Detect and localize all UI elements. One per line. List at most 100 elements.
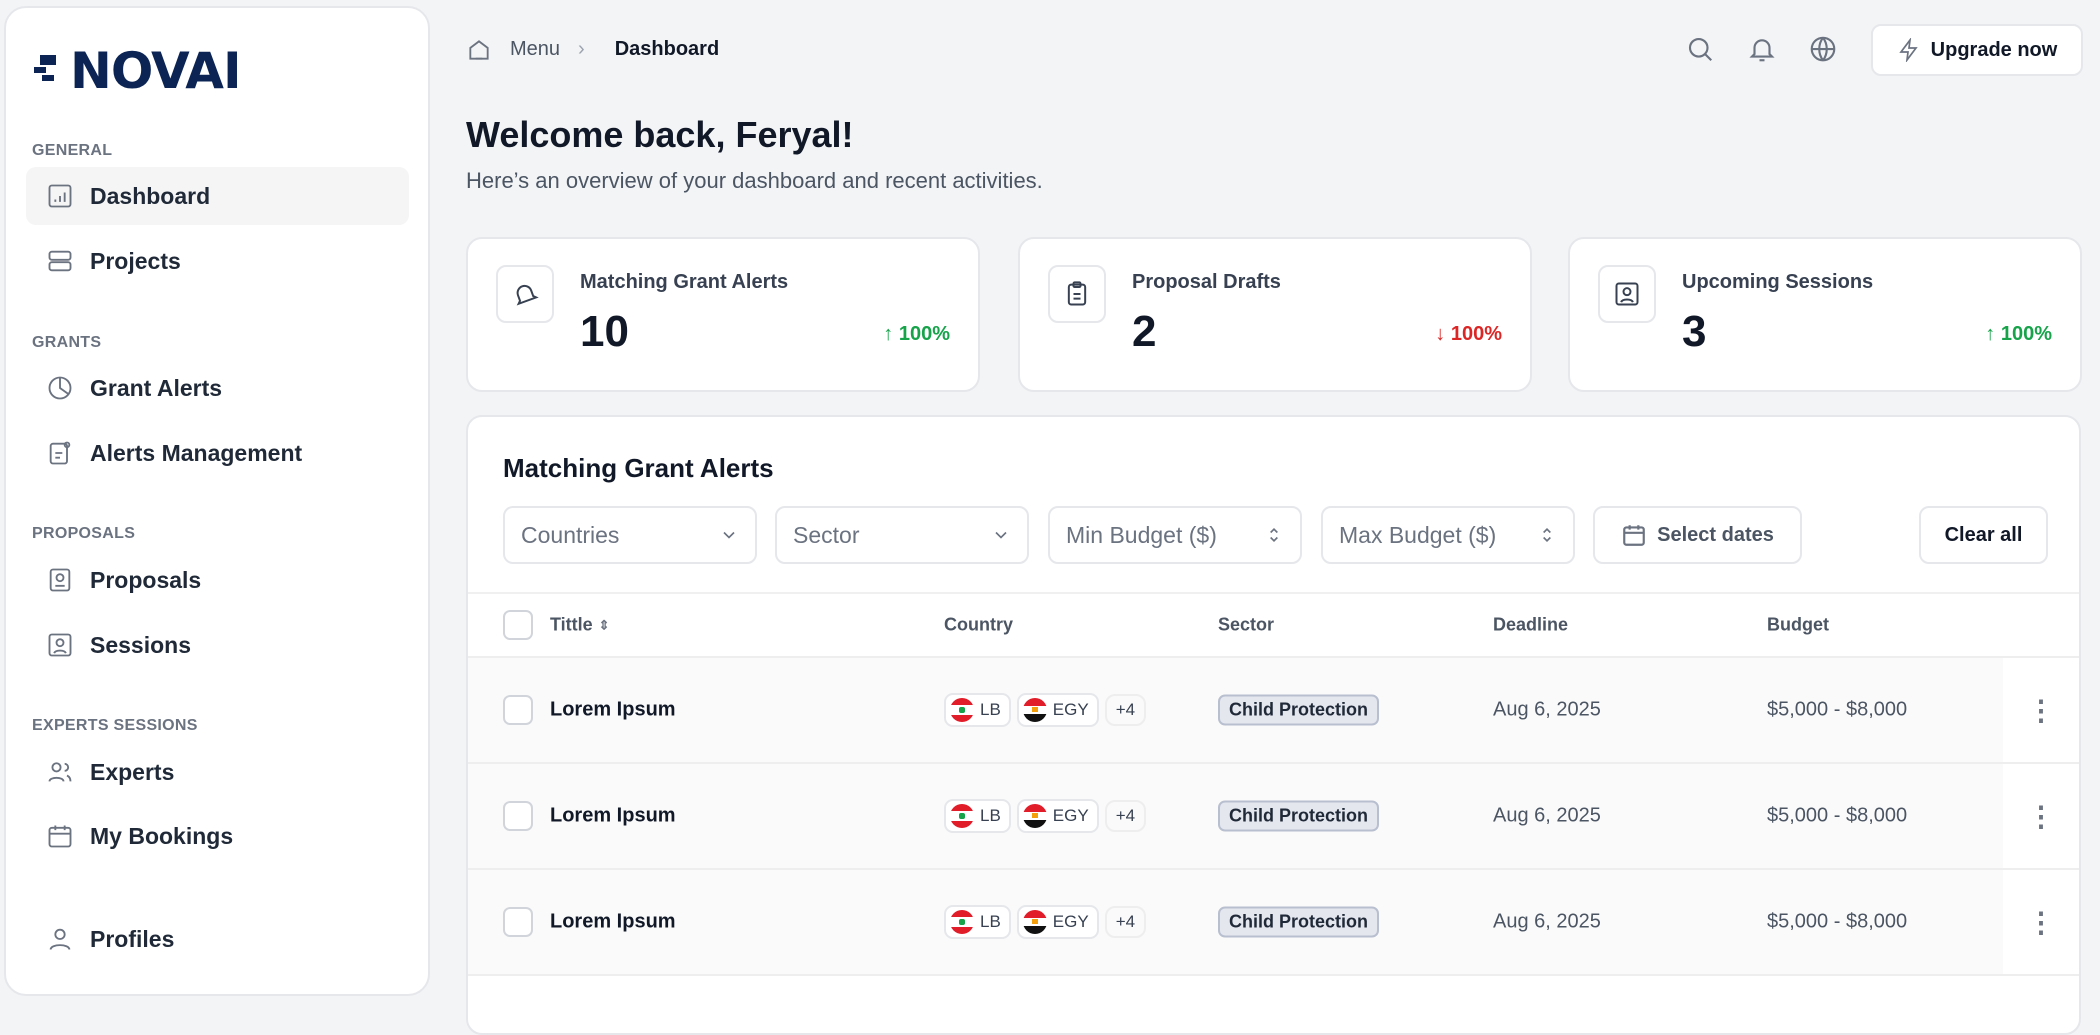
sector-tag: Child Protection: [1218, 694, 1379, 726]
table-row[interactable]: Lorem Ipsum LB EGY +4 Child Protection A…: [468, 658, 2079, 764]
egypt-flag-icon: [1022, 910, 1047, 934]
globe-icon[interactable]: [1808, 34, 1838, 64]
bar-chart-icon: [48, 184, 72, 208]
user-square-icon: [48, 633, 72, 657]
country-chip-egy: EGY: [1016, 693, 1099, 727]
search-icon[interactable]: [1685, 34, 1715, 64]
table-header: Tittle ⇕ Country Sector Deadline Budget: [468, 592, 2079, 658]
row-actions-kebab-icon[interactable]: ⋮: [2003, 658, 2079, 762]
sidebar-item-sessions[interactable]: Sessions: [26, 616, 409, 674]
novai-logo[interactable]: NOVAI: [34, 42, 242, 100]
row-deadline: Aug 6, 2025: [1493, 698, 1601, 721]
section-experts-sessions: EXPERTS SESSIONS: [32, 717, 198, 734]
upgrade-now-button[interactable]: Upgrade now: [1871, 24, 2083, 76]
section-grants: GRANTS: [32, 334, 102, 351]
lebanon-flag-icon: [950, 698, 974, 722]
section-proposals: PROPOSALS: [32, 525, 136, 542]
stat-card-proposal-drafts[interactable]: Proposal Drafts 2 ↓ 100%: [1018, 237, 1532, 392]
egypt-flag-icon: [1022, 698, 1047, 722]
stat-card-grant-alerts[interactable]: Matching Grant Alerts 10 ↑ 100%: [466, 237, 980, 392]
grant-alerts-table: Matching Grant Alerts Countries Sector M…: [466, 415, 2081, 1035]
country-chip-lb: LB: [944, 905, 1011, 939]
server-icon: [48, 250, 72, 272]
page-subtitle: Here’s an overview of your dashboard and…: [466, 168, 1043, 193]
sidebar: NOVAI GENERAL Dashboard Projects GRANTS …: [4, 6, 430, 996]
row-actions-kebab-icon[interactable]: ⋮: [2003, 764, 2079, 868]
row-title[interactable]: Lorem Ipsum: [550, 910, 676, 933]
breadcrumb-menu[interactable]: Menu: [510, 38, 561, 60]
row-title[interactable]: Lorem Ipsum: [550, 698, 676, 721]
pie-chart-icon: [48, 376, 72, 400]
clipboard-icon-box: [1048, 265, 1106, 323]
row-budget: $5,000 - $8,000: [1767, 804, 1908, 827]
bell-icon-box: [496, 265, 554, 323]
chevron-right-icon: ›: [578, 38, 585, 60]
column-country: Country: [944, 614, 1013, 635]
table-row[interactable]: Lorem Ipsum LB EGY +4 Child Protection A…: [468, 870, 2079, 976]
sidebar-item-alerts-management[interactable]: Alerts Management: [26, 424, 409, 482]
main-content: Menu › Dashboard Upgrade now Welcome bac…: [430, 0, 2100, 1035]
sidebar-item-experts[interactable]: Experts: [26, 743, 409, 801]
sidebar-item-grant-alerts[interactable]: Grant Alerts: [26, 359, 409, 417]
sidebar-item-profiles[interactable]: Profiles: [26, 910, 409, 968]
stat-value: 3: [1682, 307, 1707, 356]
max-budget-input[interactable]: Max Budget ($): [1321, 506, 1575, 564]
calendar-icon: [1623, 525, 1645, 546]
page-title: Welcome back, Feryal!: [466, 114, 854, 155]
chevron-down-icon: [723, 531, 735, 539]
column-title[interactable]: Tittle ⇕: [550, 614, 610, 635]
row-actions-kebab-icon[interactable]: ⋮: [2003, 870, 2079, 974]
lightning-icon: [1898, 38, 1918, 62]
sidebar-item-dashboard[interactable]: Dashboard: [26, 167, 409, 225]
table-row[interactable]: Lorem Ipsum LB EGY +4 Child Protection A…: [468, 764, 2079, 870]
select-dates-button[interactable]: Select dates: [1593, 506, 1802, 564]
select-all-checkbox[interactable]: [503, 610, 533, 640]
more-countries-badge[interactable]: +4: [1104, 906, 1147, 938]
countries-select[interactable]: Countries: [503, 506, 757, 564]
country-chip-lb: LB: [944, 799, 1011, 833]
bell-icon[interactable]: [1747, 34, 1777, 64]
chevron-down-icon: [995, 531, 1007, 539]
sector-select[interactable]: Sector: [775, 506, 1029, 564]
row-checkbox[interactable]: [503, 695, 533, 725]
stat-change: ↓ 100%: [1435, 323, 1502, 345]
stat-card-upcoming-sessions[interactable]: Upcoming Sessions 3 ↑ 100%: [1568, 237, 2082, 392]
row-checkbox[interactable]: [503, 907, 533, 937]
user-square-icon: [1615, 282, 1639, 306]
column-budget: Budget: [1767, 614, 1829, 635]
stat-label: Upcoming Sessions: [1682, 271, 1874, 293]
more-countries-badge[interactable]: +4: [1104, 800, 1147, 832]
sidebar-item-my-bookings[interactable]: My Bookings: [26, 807, 409, 865]
file-alert-icon: [49, 441, 71, 465]
lebanon-flag-icon: [950, 804, 974, 828]
table-title: Matching Grant Alerts: [503, 453, 774, 483]
country-chip-lb: LB: [944, 693, 1011, 727]
logo-mark-icon: [34, 55, 56, 81]
min-budget-input[interactable]: Min Budget ($): [1048, 506, 1302, 564]
row-budget: $5,000 - $8,000: [1767, 698, 1908, 721]
sidebar-item-projects[interactable]: Projects: [26, 232, 409, 290]
egypt-flag-icon: [1022, 804, 1047, 828]
column-sector: Sector: [1218, 614, 1275, 635]
breadcrumb: Menu › Dashboard: [466, 30, 732, 69]
sort-icon[interactable]: ⇕: [598, 617, 610, 632]
row-checkbox[interactable]: [503, 801, 533, 831]
sidebar-item-proposals[interactable]: Proposals: [26, 551, 409, 609]
proposal-icon: [49, 568, 71, 592]
country-chip-egy: EGY: [1016, 905, 1099, 939]
user-square-icon-box: [1598, 265, 1656, 323]
more-countries-badge[interactable]: +4: [1104, 694, 1147, 726]
stat-value: 2: [1132, 307, 1157, 356]
column-deadline: Deadline: [1493, 614, 1569, 635]
user-icon: [49, 928, 71, 950]
stat-value: 10: [580, 307, 629, 356]
home-icon[interactable]: [466, 37, 492, 63]
breadcrumb-dashboard: Dashboard: [602, 30, 732, 69]
chevron-up-down-icon: [1270, 527, 1278, 543]
clear-all-button[interactable]: Clear all: [1919, 506, 2048, 564]
row-title[interactable]: Lorem Ipsum: [550, 804, 676, 827]
stat-change: ↑ 100%: [883, 323, 950, 345]
clipboard-icon: [1067, 281, 1087, 306]
country-chips: LB EGY +4: [944, 799, 1147, 833]
users-icon: [48, 762, 72, 782]
